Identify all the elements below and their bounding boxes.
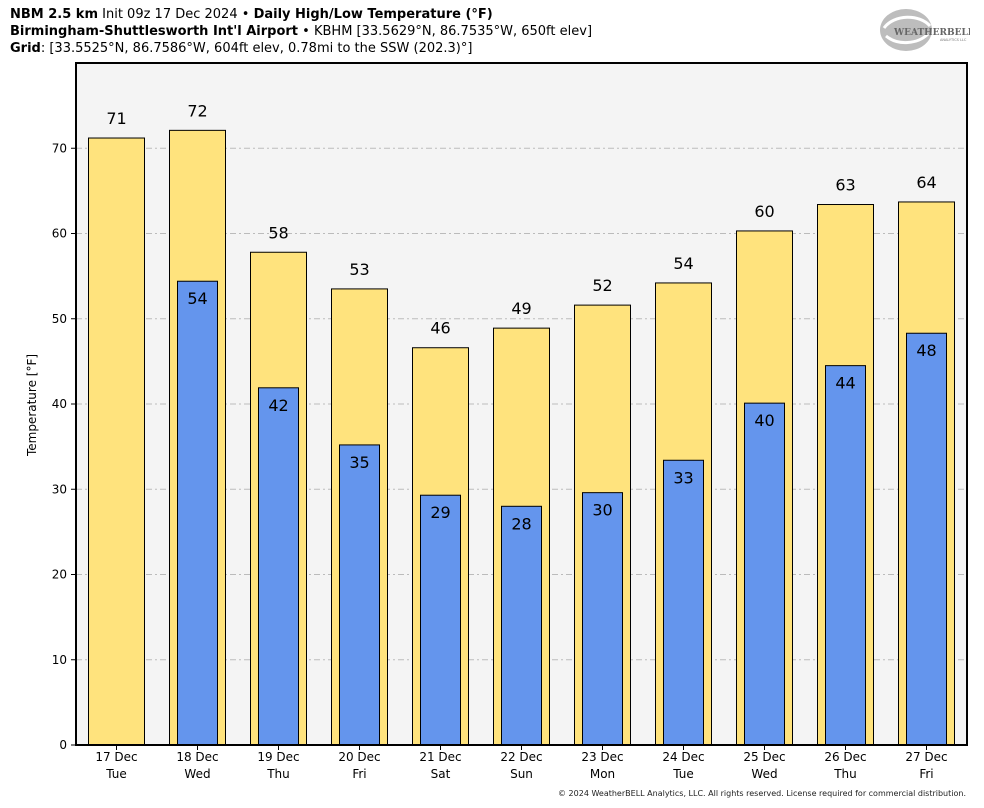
high-temp-bar: [88, 137, 145, 746]
station-info: KBHM [33.5629°N, 86.7535°W, 650ft elev]: [313, 24, 593, 39]
x-tick-date: 24 Dec: [662, 750, 704, 764]
high-temp-label: 46: [430, 319, 450, 338]
x-tick-day: Tue: [672, 767, 694, 781]
high-temp-label: 60: [754, 202, 774, 221]
chart-title: Daily High/Low Temperature (°F): [253, 7, 493, 22]
x-tick-date: 18 Dec: [176, 750, 218, 764]
low-temp-bar: [744, 402, 785, 746]
low-temp-bar: [258, 387, 299, 746]
x-tick-day: Wed: [751, 767, 777, 781]
x-tick-day: Tue: [105, 767, 127, 781]
bullet: •: [302, 24, 310, 39]
y-tick-label: 60: [52, 227, 67, 241]
low-temp-bar: [825, 365, 866, 746]
low-temp-label: 40: [754, 411, 774, 430]
x-tick-date: 25 Dec: [743, 750, 785, 764]
low-temp-bar: [339, 444, 380, 746]
y-tick-label: 20: [52, 568, 67, 582]
grid-label: Grid: [10, 41, 41, 56]
header-line-3: Grid: [33.5525°N, 86.7586°W, 604ft elev,…: [10, 41, 472, 57]
high-temp-label: 63: [835, 176, 855, 195]
x-tick-day: Sat: [431, 767, 451, 781]
logo-text: WEATHERBELL: [893, 28, 970, 38]
high-temp-label: 54: [673, 254, 693, 273]
bullet: •: [241, 7, 250, 22]
x-tick-day: Fri: [352, 767, 366, 781]
header-line-1: NBM 2.5 km Init 09z 17 Dec 2024 • Daily …: [10, 7, 493, 23]
low-temp-label: 35: [349, 453, 369, 472]
x-tick-day: Fri: [919, 767, 933, 781]
x-tick-day: Thu: [266, 767, 290, 781]
high-temp-label: 52: [592, 276, 612, 295]
low-temp-label: 42: [268, 396, 288, 415]
x-tick-date: 19 Dec: [257, 750, 299, 764]
low-temp-bar: [582, 492, 623, 746]
copyright-notice: © 2024 WeatherBELL Analytics, LLC. All r…: [558, 789, 966, 798]
low-temp-label: 33: [673, 468, 693, 487]
low-temp-bar: [501, 505, 542, 746]
x-tick-day: Wed: [184, 767, 210, 781]
low-temp-bar: [177, 280, 218, 746]
y-tick-label: 30: [52, 482, 67, 496]
y-tick-label: 50: [52, 312, 67, 326]
y-axis-label: Temperature [°F]: [25, 354, 39, 457]
high-temp-label: 49: [511, 299, 531, 318]
y-tick-label: 0: [59, 738, 67, 752]
y-tick-label: 70: [52, 141, 67, 155]
high-temp-label: 53: [349, 260, 369, 279]
x-tick-date: 20 Dec: [338, 750, 380, 764]
y-tick-label: 40: [52, 397, 67, 411]
logo-subtext: ANALYTICS LLC: [940, 38, 967, 42]
station-name: Birmingham-Shuttlesworth Int'l Airport: [10, 24, 299, 39]
x-tick-date: 22 Dec: [500, 750, 542, 764]
x-tick-day: Sun: [510, 767, 533, 781]
model-name: NBM 2.5 km: [10, 7, 98, 22]
y-tick-label: 10: [52, 653, 67, 667]
high-temp-label: 71: [106, 109, 126, 128]
x-tick-date: 26 Dec: [824, 750, 866, 764]
high-temp-label: 64: [916, 173, 936, 192]
low-temp-label: 48: [916, 341, 936, 360]
low-temp-label: 29: [430, 503, 450, 522]
low-temp-bar: [906, 332, 947, 746]
low-temp-bar: [420, 494, 461, 746]
x-tick-day: Mon: [590, 767, 615, 781]
grid-info: : [33.5525°N, 86.7586°W, 604ft elev, 0.7…: [40, 41, 473, 56]
x-tick-date: 17 Dec: [95, 750, 137, 764]
header-line-2: Birmingham-Shuttlesworth Int'l Airport •…: [10, 24, 592, 40]
x-tick-date: 27 Dec: [905, 750, 947, 764]
x-tick-date: 21 Dec: [419, 750, 461, 764]
high-temp-label: 58: [268, 223, 288, 242]
low-temp-label: 28: [511, 514, 531, 533]
low-temp-bar: [663, 459, 704, 746]
x-tick-date: 23 Dec: [581, 750, 623, 764]
high-temp-label: 72: [187, 101, 207, 120]
x-tick-day: Thu: [833, 767, 857, 781]
low-temp-label: 30: [592, 501, 612, 520]
low-temp-label: 44: [835, 374, 855, 393]
init-time: Init 09z 17 Dec 2024: [102, 7, 238, 22]
weatherbell-logo: WEATHERBELL ANALYTICS LLC: [880, 9, 970, 51]
low-temp-label: 54: [187, 289, 207, 308]
